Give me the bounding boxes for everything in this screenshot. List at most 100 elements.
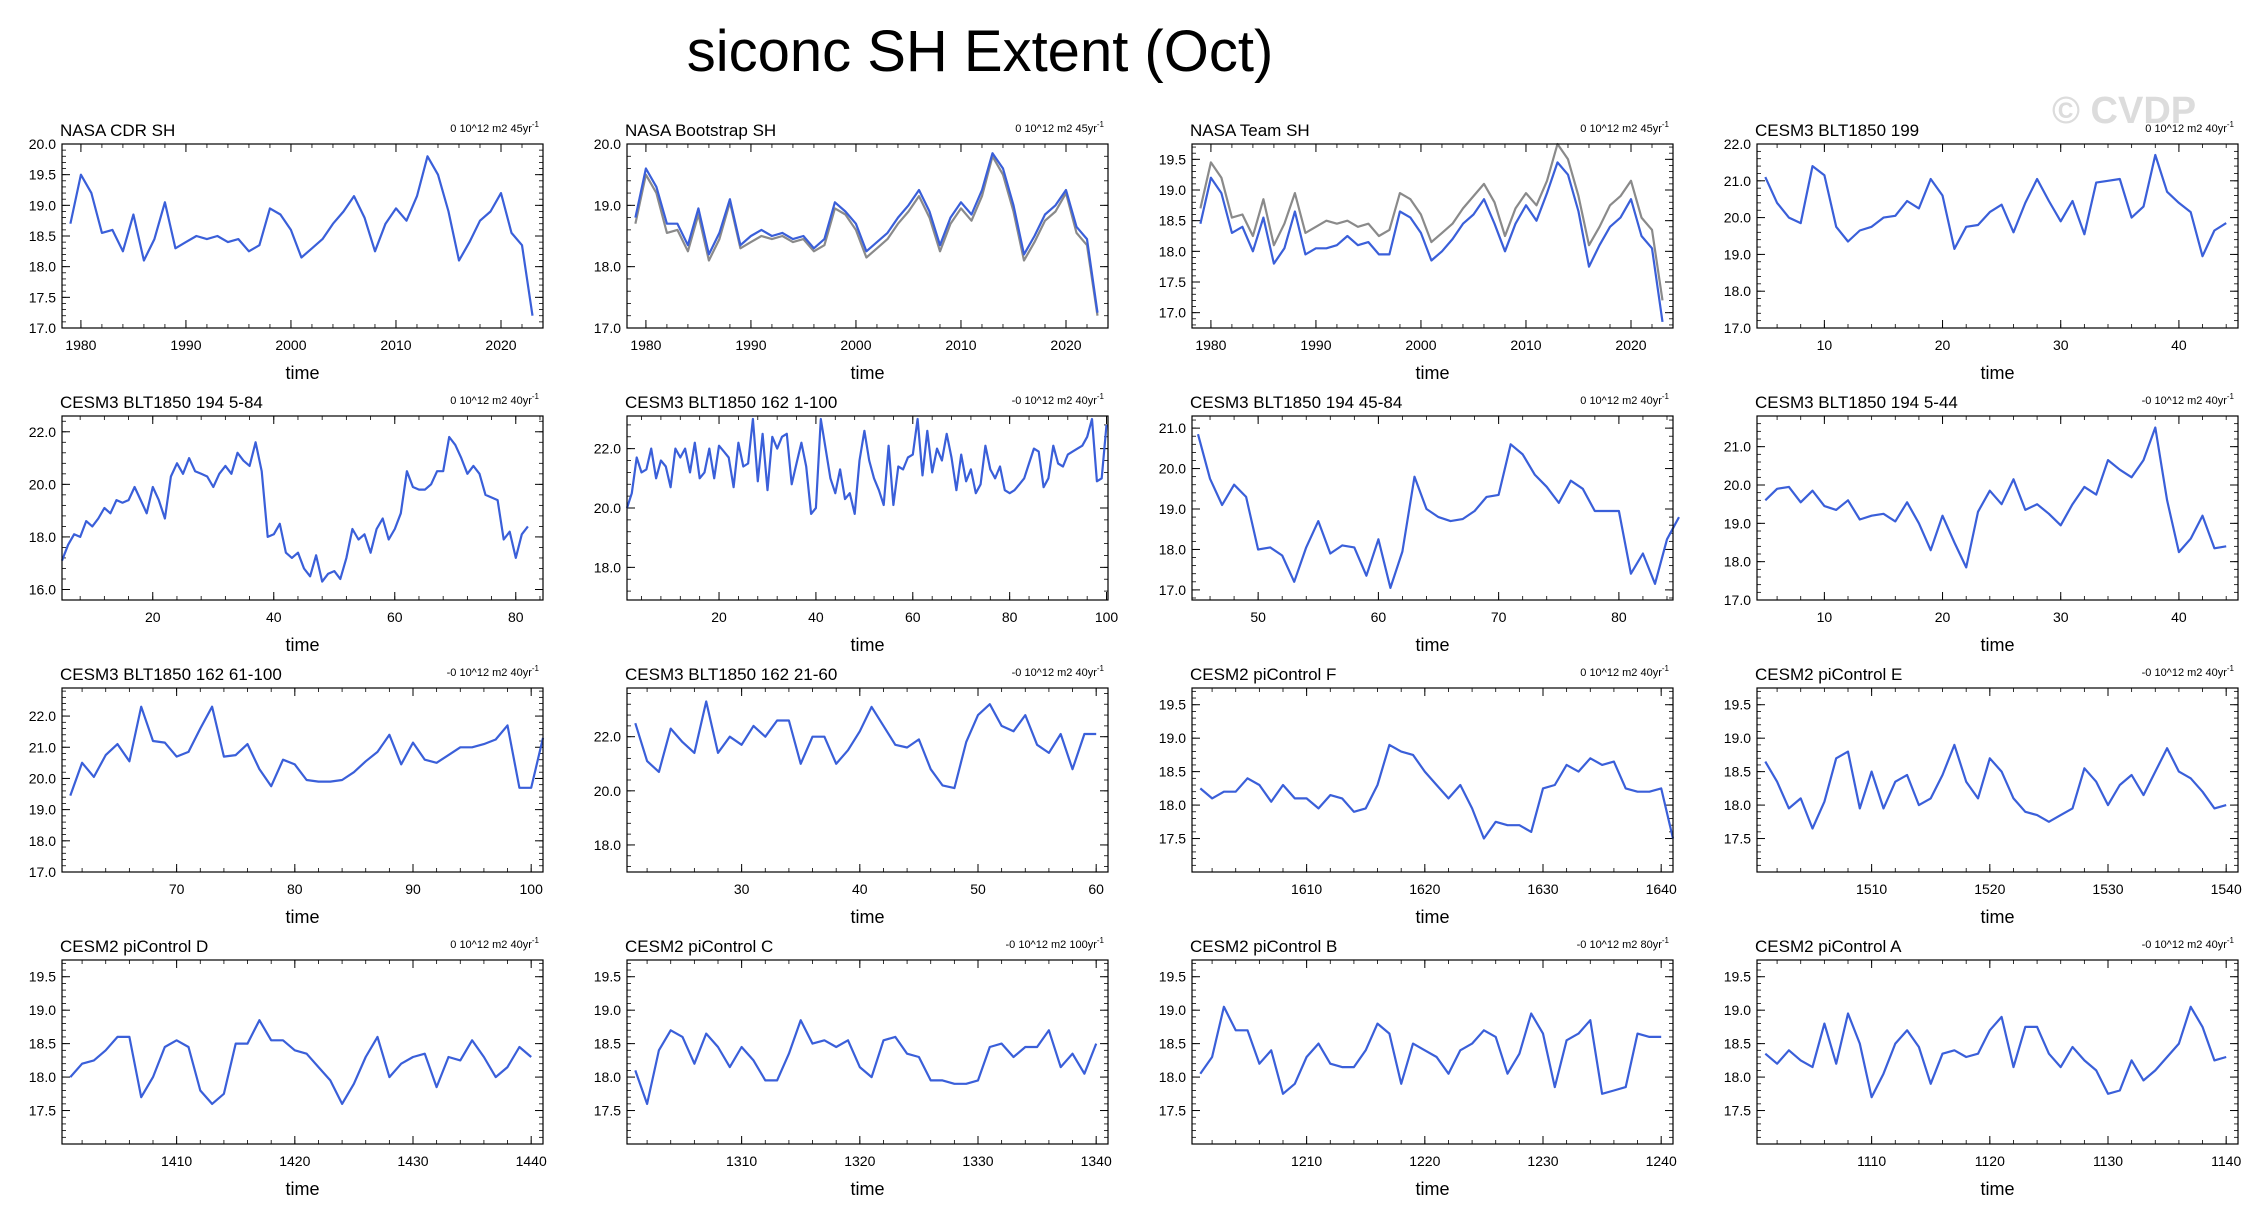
y-tick-label: 17.5 xyxy=(1159,274,1186,290)
x-tick-label: 1220 xyxy=(1409,1153,1440,1169)
chart-panel: CESM2 piControl C -0 10^12 m2 100yr-1 17.5… xyxy=(594,936,1112,1199)
x-tick-label: 2010 xyxy=(380,337,411,353)
x-tick-label: 1440 xyxy=(516,1153,547,1169)
chart-panel: CESM2 piControl D 0 10^12 m2 40yr-1 17.5 18… xyxy=(29,936,547,1199)
x-tick-label: 1540 xyxy=(2211,881,2242,897)
y-tick-label: 18.5 xyxy=(1724,764,1751,780)
x-tick-label: 1130 xyxy=(2093,1153,2123,1169)
y-tick-label: 22.0 xyxy=(594,441,621,457)
panel-title: CESM2 piControl F xyxy=(1190,665,1336,684)
x-axis-label: time xyxy=(1980,907,2014,927)
x-tick-label: 80 xyxy=(287,881,303,897)
y-tick-label: 17.0 xyxy=(29,320,56,336)
plot-frame xyxy=(61,143,544,329)
panel-trend-exponent: -1 xyxy=(532,664,540,673)
y-tick-label: 18.0 xyxy=(594,259,621,275)
chart-panel: CESM2 piControl A -0 10^12 m2 40yr-1 17.5 1… xyxy=(1724,936,2242,1199)
x-tick-label: 20 xyxy=(711,609,727,625)
y-tick-label: 20.0 xyxy=(1724,477,1751,493)
x-tick-label: 1630 xyxy=(1527,881,1558,897)
y-tick-label: 18.0 xyxy=(1159,1069,1186,1085)
x-tick-label: 2000 xyxy=(840,337,871,353)
y-tick-label: 19.0 xyxy=(1724,730,1751,746)
y-tick-label: 18.0 xyxy=(1159,541,1186,557)
plot-frame xyxy=(1191,959,1674,1145)
x-tick-label: 1980 xyxy=(1195,337,1226,353)
x-tick-label: 60 xyxy=(387,609,403,625)
x-axis-label: time xyxy=(1415,635,1449,655)
y-tick-label: 19.5 xyxy=(1724,697,1751,713)
y-tick-label: 21.0 xyxy=(1159,420,1186,436)
panel-title: CESM3 BLT1850 162 21-60 xyxy=(625,665,837,684)
panel-trend-exponent: -1 xyxy=(532,120,540,129)
y-tick-label: 19.0 xyxy=(1724,515,1751,531)
x-tick-label: 70 xyxy=(1491,609,1507,625)
y-tick-label: 19.5 xyxy=(1159,151,1186,167)
x-tick-label: 2000 xyxy=(1405,337,1436,353)
chart-panel: NASA Team SH 0 10^12 m2 45yr-1 17.0 17.5 18.… xyxy=(1159,120,1674,383)
y-tick-label: 17.5 xyxy=(1159,1103,1186,1119)
x-tick-label: 1990 xyxy=(170,337,201,353)
x-tick-label: 40 xyxy=(852,881,868,897)
y-tick-label: 17.0 xyxy=(594,320,621,336)
x-tick-label: 20 xyxy=(1935,609,1951,625)
x-tick-label: 20 xyxy=(145,609,161,625)
panel-title: CESM3 BLT1850 162 1-100 xyxy=(625,393,837,412)
panel-trend-exponent: -1 xyxy=(1662,120,1670,129)
x-tick-label: 1240 xyxy=(1646,1153,1677,1169)
panel-trend-exponent: -1 xyxy=(532,392,540,401)
y-tick-label: 18.0 xyxy=(29,529,56,545)
y-tick-label: 19.5 xyxy=(1724,969,1751,985)
panel-trend: 0 10^12 m2 40yr-1 xyxy=(450,392,539,407)
y-tick-label: 18.0 xyxy=(1724,1069,1751,1085)
panel-trend: 0 10^12 m2 40yr-1 xyxy=(2145,120,2234,135)
y-tick-label: 19.0 xyxy=(1159,1002,1186,1018)
panel-trend: 0 10^12 m2 45yr-1 xyxy=(1580,120,1669,135)
y-tick-label: 21.0 xyxy=(1724,173,1751,189)
panel-title: CESM2 piControl D xyxy=(60,937,208,956)
panel-trend: -0 10^12 m2 40yr-1 xyxy=(2142,392,2235,407)
plot-frame xyxy=(1756,687,2239,873)
x-tick-label: 1430 xyxy=(397,1153,428,1169)
y-tick-label: 19.0 xyxy=(1159,501,1186,517)
series-line xyxy=(1199,743,1675,840)
y-tick-label: 19.0 xyxy=(29,802,56,818)
chart-panel: CESM3 BLT1850 194 5-84 0 10^12 m2 40yr-1 1… xyxy=(29,392,544,655)
panel-trend: -0 10^12 m2 40yr-1 xyxy=(2142,936,2235,951)
chart-panel: CESM2 piControl B -0 10^12 m2 80yr-1 17.5 1… xyxy=(1159,936,1677,1199)
x-tick-label: 30 xyxy=(2053,337,2069,353)
x-tick-label: 2010 xyxy=(945,337,976,353)
panel-trend: -0 10^12 m2 40yr-1 xyxy=(2142,664,2235,679)
y-tick-label: 18.0 xyxy=(29,259,56,275)
panel-trend: 0 10^12 m2 45yr-1 xyxy=(450,120,539,135)
plot-frame xyxy=(626,959,1109,1145)
x-tick-label: 1520 xyxy=(1974,881,2005,897)
y-tick-label: 19.5 xyxy=(29,167,56,183)
y-tick-label: 16.0 xyxy=(29,581,56,597)
x-tick-label: 2000 xyxy=(275,337,306,353)
series-line xyxy=(625,417,1108,516)
plot-frame xyxy=(61,687,544,873)
panel-trend: 0 10^12 m2 40yr-1 xyxy=(1580,392,1669,407)
panel-title: CESM3 BLT1850 162 61-100 xyxy=(60,665,282,684)
x-tick-label: 1510 xyxy=(1856,881,1887,897)
plot-frame xyxy=(626,415,1109,601)
x-tick-label: 1620 xyxy=(1409,881,1440,897)
panel-title: CESM3 BLT1850 194 5-84 xyxy=(60,393,263,412)
y-tick-label: 17.0 xyxy=(1159,582,1186,598)
x-axis-label: time xyxy=(850,635,884,655)
series-line xyxy=(1199,1005,1662,1095)
x-axis-label: time xyxy=(1415,907,1449,927)
panel-trend-exponent: -1 xyxy=(532,936,540,945)
y-tick-label: 18.0 xyxy=(1159,243,1186,259)
panel-trend-exponent: -1 xyxy=(1662,936,1670,945)
panel-title: CESM2 piControl E xyxy=(1755,665,1902,684)
plot-frame xyxy=(1191,687,1674,873)
series-line xyxy=(634,700,1097,790)
plot-frame xyxy=(61,959,544,1145)
x-tick-label: 40 xyxy=(808,609,824,625)
x-tick-label: 1330 xyxy=(962,1153,993,1169)
y-tick-label: 22.0 xyxy=(29,708,56,724)
x-tick-label: 60 xyxy=(905,609,921,625)
